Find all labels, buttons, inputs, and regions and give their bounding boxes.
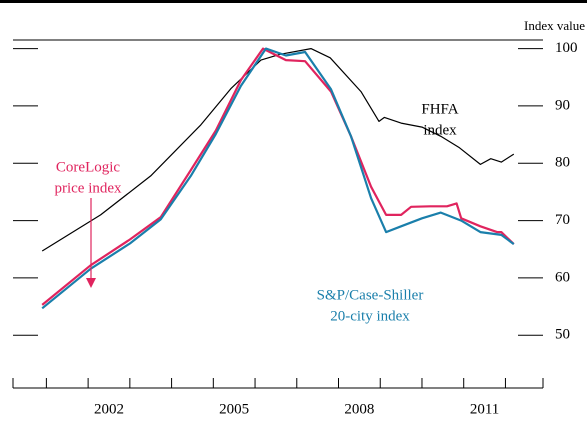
top-rule bbox=[0, 0, 587, 3]
annotation: price index bbox=[54, 180, 122, 196]
y-tick-label: 100 bbox=[555, 40, 578, 56]
y-tick-label: 60 bbox=[555, 269, 570, 285]
annotation: index bbox=[423, 122, 457, 138]
arrow-head bbox=[86, 278, 96, 288]
annotation: FHFA bbox=[421, 101, 458, 117]
annotation: 20-city index bbox=[330, 308, 410, 324]
x-tick-label: 2002 bbox=[94, 401, 124, 417]
x-tick-label: 2011 bbox=[470, 401, 499, 417]
y-tick-label: 90 bbox=[555, 97, 570, 113]
y-axis-label: Index value bbox=[524, 18, 585, 33]
series-line bbox=[41, 47, 515, 306]
series-line bbox=[41, 47, 515, 310]
series-line bbox=[41, 48, 515, 252]
y-tick-label: 50 bbox=[555, 327, 570, 343]
y-tick-label: 80 bbox=[555, 155, 570, 171]
annotation: S&P/Case-Shiller bbox=[317, 287, 424, 303]
x-tick-label: 2005 bbox=[219, 401, 249, 417]
y-tick-label: 70 bbox=[555, 212, 570, 228]
x-tick-label: 2008 bbox=[344, 401, 374, 417]
annotation: CoreLogic bbox=[56, 159, 120, 175]
